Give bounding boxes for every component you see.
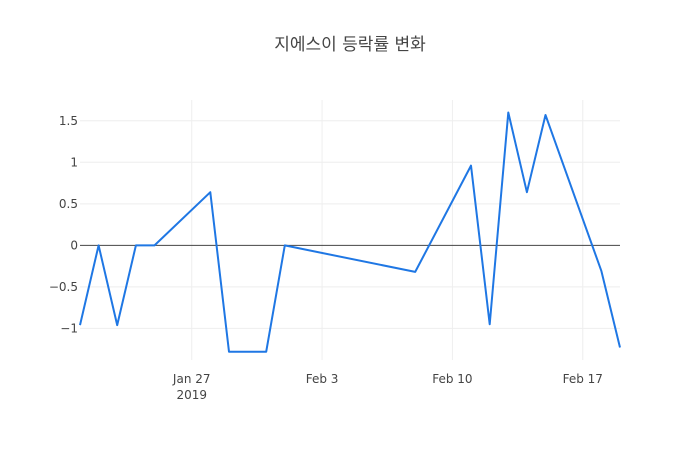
x-tick-label: Feb 10: [432, 372, 472, 386]
y-tick-label: −1: [60, 321, 78, 335]
x-axis-ticks: Jan 27 2019 Feb 3 Feb 10 Feb 17: [172, 372, 603, 402]
grid: [80, 100, 620, 360]
series-line: [79, 111, 621, 353]
series-layer: [79, 111, 621, 353]
y-tick-label: −0.5: [49, 280, 78, 294]
x-tick-label: Jan 27: [172, 372, 211, 386]
y-tick-label: 1.5: [59, 114, 78, 128]
x-tick-label: Feb 3: [306, 372, 339, 386]
y-tick-label: 0: [70, 238, 78, 252]
x-tick-sublabel: 2019: [176, 388, 207, 402]
chart-title: 지에스이 등락률 변화: [274, 35, 426, 55]
y-tick-label: 0.5: [59, 197, 78, 211]
y-tick-label: 1: [70, 155, 78, 169]
y-axis-ticks: −1 −0.5 0 0.5 1 1.5: [49, 114, 78, 336]
x-tick-label: Feb 17: [563, 372, 603, 386]
